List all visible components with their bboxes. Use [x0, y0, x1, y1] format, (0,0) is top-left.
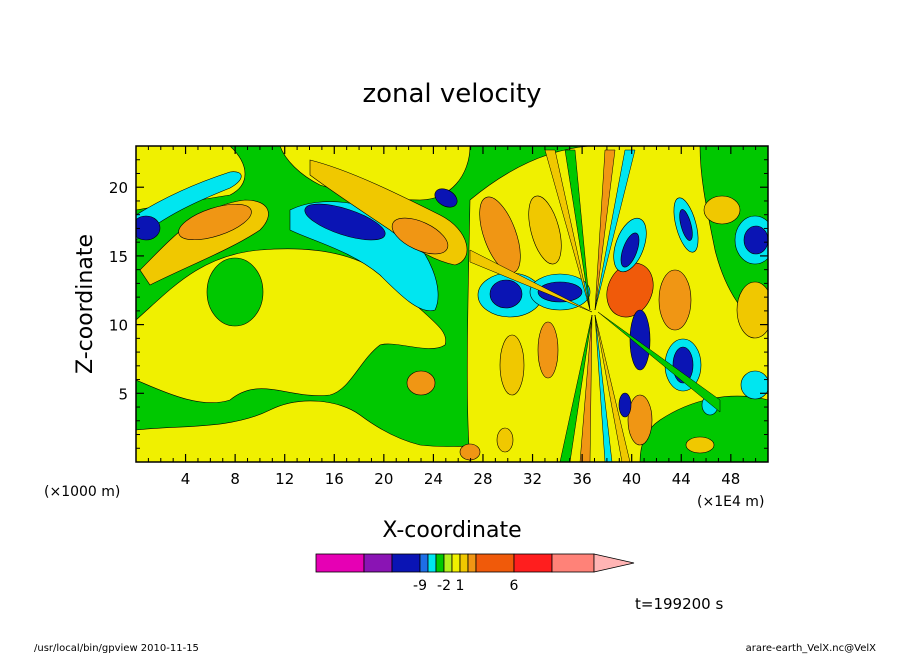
field-blob-orange-6 [606, 262, 654, 318]
x-tick-label: 44 [672, 470, 691, 488]
field-blob-green [206, 257, 264, 327]
x-tick-label: 36 [573, 470, 592, 488]
field-blob-blue-1 [489, 279, 523, 309]
field-central-rays [469, 149, 721, 462]
colorbar-segment [391, 553, 421, 573]
colorbar-segment [475, 553, 515, 573]
colorbar-segment [467, 553, 477, 573]
time-label: t=199200 s [635, 595, 723, 613]
field-blob-orange-7 [736, 281, 768, 339]
y-tick-label: 15 [109, 248, 128, 266]
colorbar-segment [513, 553, 553, 573]
field-blob-orange-1 [178, 203, 252, 241]
y-unit-label: (×1000 m) [44, 484, 120, 500]
field-blob-blue-left [136, 215, 161, 241]
field-blob-blue-2 [537, 281, 583, 303]
field-blob-blue-5 [743, 225, 768, 255]
field-blob-orange-9 [537, 321, 559, 379]
x-tick-label: 12 [275, 470, 294, 488]
x-tick-label: 24 [424, 470, 443, 488]
field-blob-orange-2 [391, 217, 449, 255]
field-band-cyan-left [136, 171, 242, 241]
colorbar-tick-label: -2 [437, 578, 451, 594]
colorbar-segment [419, 553, 429, 573]
y-axis-ticks: 5 10 15 20 [109, 159, 768, 449]
chart-title: zonal velocity [362, 79, 541, 109]
field-blob-orange-8 [499, 334, 525, 396]
field-blob-orange-14 [685, 436, 715, 454]
colorbar-segment [363, 553, 393, 573]
plot-area [136, 146, 768, 462]
colorbar-tick-label: 1 [456, 578, 465, 594]
x-axis-ticks: 4 8 12 16 20 24 28 32 36 40 44 48 [147, 146, 757, 488]
x-tick-label: 48 [721, 470, 740, 488]
colorbar-segment [427, 553, 437, 573]
field-blob-orange-5 [658, 269, 692, 331]
colorbar-tick-label: 6 [510, 578, 519, 594]
field-blob-orange-12 [459, 443, 481, 461]
x-tick-label: 28 [473, 470, 492, 488]
colorbar-segment [315, 553, 365, 573]
colorbar-segment [451, 553, 461, 573]
x-tick-label: 40 [622, 470, 641, 488]
footer-right: arare-earth_VelX.nc@VelX [746, 643, 877, 654]
y-tick-label: 20 [109, 179, 128, 197]
colorbar-tick-label: -9 [413, 578, 427, 594]
field-blob-orange-4 [528, 195, 562, 265]
field-blob-blue-mid [304, 203, 386, 241]
field-blob-blue-8 [618, 392, 632, 418]
field-blob-cyan-7 [740, 370, 768, 400]
x-axis-label: X-coordinate [382, 518, 521, 543]
field-blob-orange-10 [627, 394, 653, 446]
colorbar-segment [551, 553, 595, 573]
field-blob-blue-6 [679, 209, 693, 241]
field-blob-orange-11 [703, 195, 741, 225]
colorbar-segment [459, 553, 469, 573]
x-tick-label: 20 [374, 470, 393, 488]
colorbar-segment [435, 553, 445, 573]
footer-left: /usr/local/bin/gpview 2010-11-15 [34, 643, 199, 654]
field-blob-blue-7 [620, 232, 640, 268]
colorbar-arrow [593, 553, 635, 573]
colorbar: -9 -2 1 6 [315, 553, 635, 594]
field-blob-blue-small [434, 188, 458, 208]
plot-frame [135, 145, 769, 463]
y-axis-label: Z-coordinate [73, 234, 98, 374]
field-blob-orange-small [406, 370, 436, 396]
field-blob-orange-13 [496, 427, 514, 453]
x-unit-label: (×1E4 m) [697, 494, 764, 510]
field-blob-blue-3 [629, 309, 651, 371]
x-tick-label: 32 [523, 470, 542, 488]
x-tick-label: 8 [230, 470, 240, 488]
y-tick-label: 5 [118, 385, 128, 403]
x-tick-label: 4 [181, 470, 191, 488]
colorbar-segment [443, 553, 453, 573]
x-tick-label: 16 [325, 470, 344, 488]
y-tick-label: 10 [109, 317, 128, 335]
